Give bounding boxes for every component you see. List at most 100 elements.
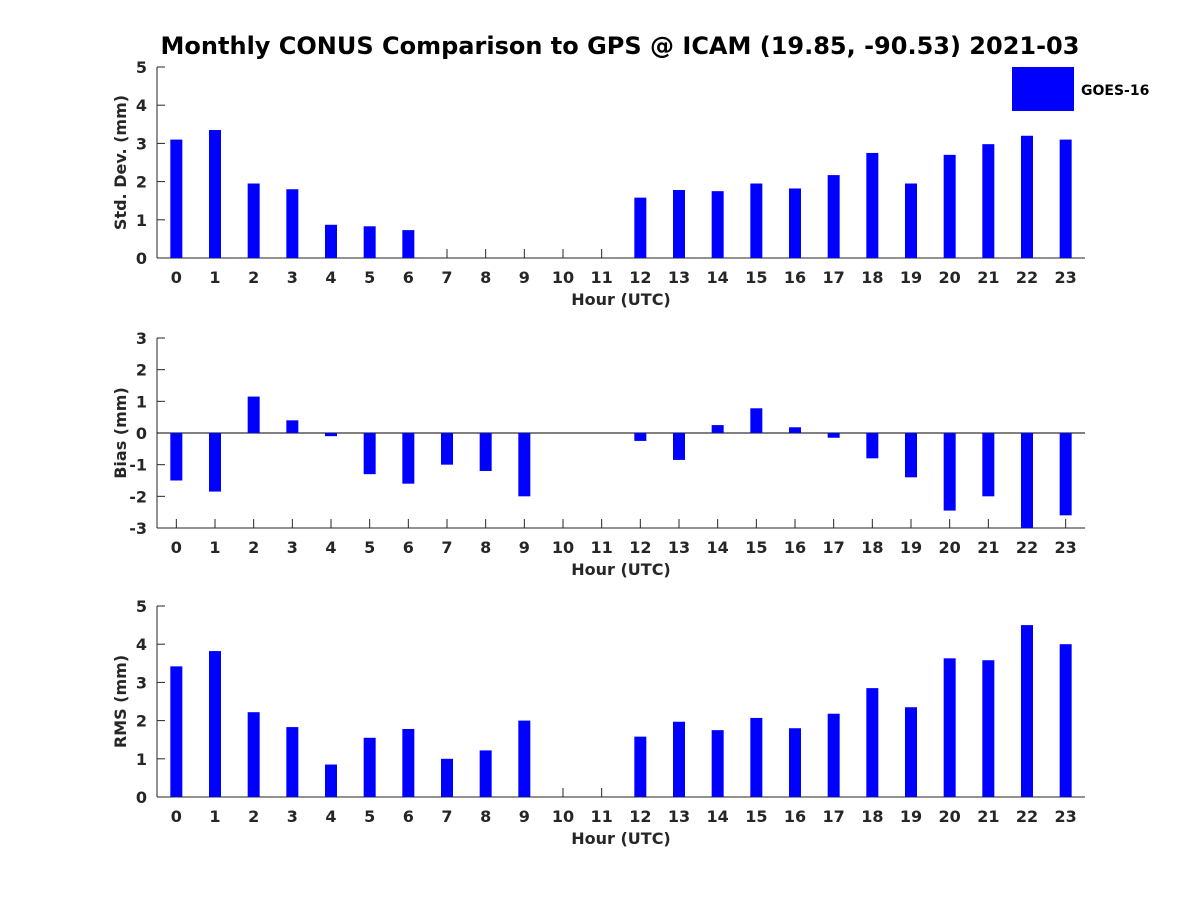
- bar-hour-17: [827, 175, 840, 258]
- y-tick-label: -2: [129, 487, 147, 506]
- bar-hour-2: [247, 396, 260, 433]
- x-tick-label: 15: [745, 538, 767, 557]
- x-tick-label: 10: [552, 538, 574, 557]
- bar-hour-12: [634, 736, 647, 797]
- bar-hour-6: [402, 729, 415, 797]
- y-tick-label: 2: [136, 361, 147, 380]
- x-tick-label: 8: [480, 807, 491, 826]
- x-tick-label: 12: [629, 807, 651, 826]
- chart-title: Monthly CONUS Comparison to GPS @ ICAM (…: [161, 32, 1080, 60]
- bar-hour-0: [170, 433, 183, 481]
- bar-hour-21: [982, 433, 995, 497]
- y-tick-label: -3: [129, 519, 147, 538]
- x-tick-label: 11: [591, 268, 613, 287]
- x-tick-label: 14: [707, 807, 729, 826]
- bar-hour-5: [363, 737, 376, 797]
- bar-hour-7: [441, 758, 453, 797]
- x-tick-label: 15: [745, 807, 767, 826]
- bar-hour-20: [943, 433, 956, 511]
- bar-hour-13: [673, 190, 685, 258]
- bar-hour-0: [170, 139, 183, 258]
- bar-hour-8: [479, 433, 492, 471]
- bar-hour-9: [518, 720, 531, 797]
- x-tick-label: 8: [480, 538, 491, 557]
- y-tick-label: 4: [136, 96, 147, 115]
- x-tick-label: 9: [519, 268, 530, 287]
- x-tick-label: 3: [287, 538, 298, 557]
- bar-hour-23: [1059, 433, 1072, 516]
- legend-label: GOES-16: [1081, 83, 1149, 99]
- x-tick-label: 19: [900, 807, 922, 826]
- x-tick-label: 16: [784, 538, 806, 557]
- bar-hour-22: [1021, 433, 1033, 528]
- x-tick-label: 8: [480, 268, 491, 287]
- x-tick-label: 21: [977, 538, 999, 557]
- x-tick-label: 1: [209, 807, 220, 826]
- x-tick-label: 22: [1016, 538, 1038, 557]
- bar-hour-6: [402, 230, 415, 258]
- y-axis-label: RMS (mm): [111, 655, 130, 748]
- bar-hour-19: [905, 707, 917, 797]
- bar-hour-12: [634, 197, 647, 258]
- bar-hour-3: [286, 727, 299, 797]
- x-tick-label: 11: [591, 538, 613, 557]
- x-tick-label: 7: [441, 268, 452, 287]
- x-tick-label: 2: [248, 538, 259, 557]
- x-tick-label: 11: [591, 807, 613, 826]
- x-tick-label: 10: [552, 268, 574, 287]
- bar-hour-2: [247, 712, 260, 797]
- bar-hour-21: [982, 660, 995, 797]
- y-tick-label: 3: [136, 134, 147, 153]
- bar-hour-18: [866, 688, 879, 797]
- x-tick-label: 10: [552, 807, 574, 826]
- bar-hour-15: [750, 408, 763, 433]
- x-tick-label: 6: [403, 538, 414, 557]
- x-tick-label: 12: [629, 268, 651, 287]
- bar-hour-7: [441, 433, 453, 465]
- legend-swatch: [1012, 67, 1074, 111]
- bar-hour-14: [711, 730, 724, 797]
- bar-hour-18: [866, 433, 879, 459]
- x-tick-label: 15: [745, 268, 767, 287]
- bar-hour-15: [750, 183, 763, 258]
- x-tick-label: 21: [977, 268, 999, 287]
- bar-hour-1: [209, 651, 221, 797]
- bar-hour-21: [982, 144, 995, 258]
- x-tick-label: 2: [248, 807, 259, 826]
- x-tick-label: 2: [248, 268, 259, 287]
- x-tick-label: 7: [441, 807, 452, 826]
- bar-hour-5: [363, 226, 376, 258]
- x-axis-label: Hour (UTC): [571, 829, 671, 848]
- y-tick-label: 0: [136, 788, 147, 807]
- bar-hour-20: [943, 658, 956, 797]
- bar-hour-1: [209, 433, 221, 492]
- bar-hour-17: [827, 713, 840, 797]
- x-tick-label: 20: [939, 807, 961, 826]
- x-tick-label: 23: [1055, 538, 1077, 557]
- x-tick-label: 18: [861, 268, 883, 287]
- bar-hour-8: [479, 750, 492, 797]
- x-tick-label: 17: [823, 268, 845, 287]
- bar-hour-20: [943, 154, 956, 258]
- x-tick-label: 18: [861, 807, 883, 826]
- x-tick-label: 7: [441, 538, 452, 557]
- bar-hour-9: [518, 433, 531, 497]
- x-tick-label: 6: [403, 268, 414, 287]
- x-tick-label: 16: [784, 268, 806, 287]
- y-tick-label: 1: [136, 750, 147, 769]
- x-tick-label: 14: [707, 538, 729, 557]
- x-axis-label: Hour (UTC): [571, 290, 671, 309]
- y-tick-label: 4: [136, 635, 147, 654]
- x-tick-label: 0: [171, 538, 182, 557]
- bar-hour-0: [170, 666, 183, 797]
- x-tick-label: 5: [364, 268, 375, 287]
- bar-hour-22: [1021, 625, 1033, 797]
- bar-hour-16: [789, 188, 801, 258]
- bar-hour-23: [1059, 139, 1072, 258]
- bar-hour-15: [750, 717, 763, 797]
- x-tick-label: 5: [364, 807, 375, 826]
